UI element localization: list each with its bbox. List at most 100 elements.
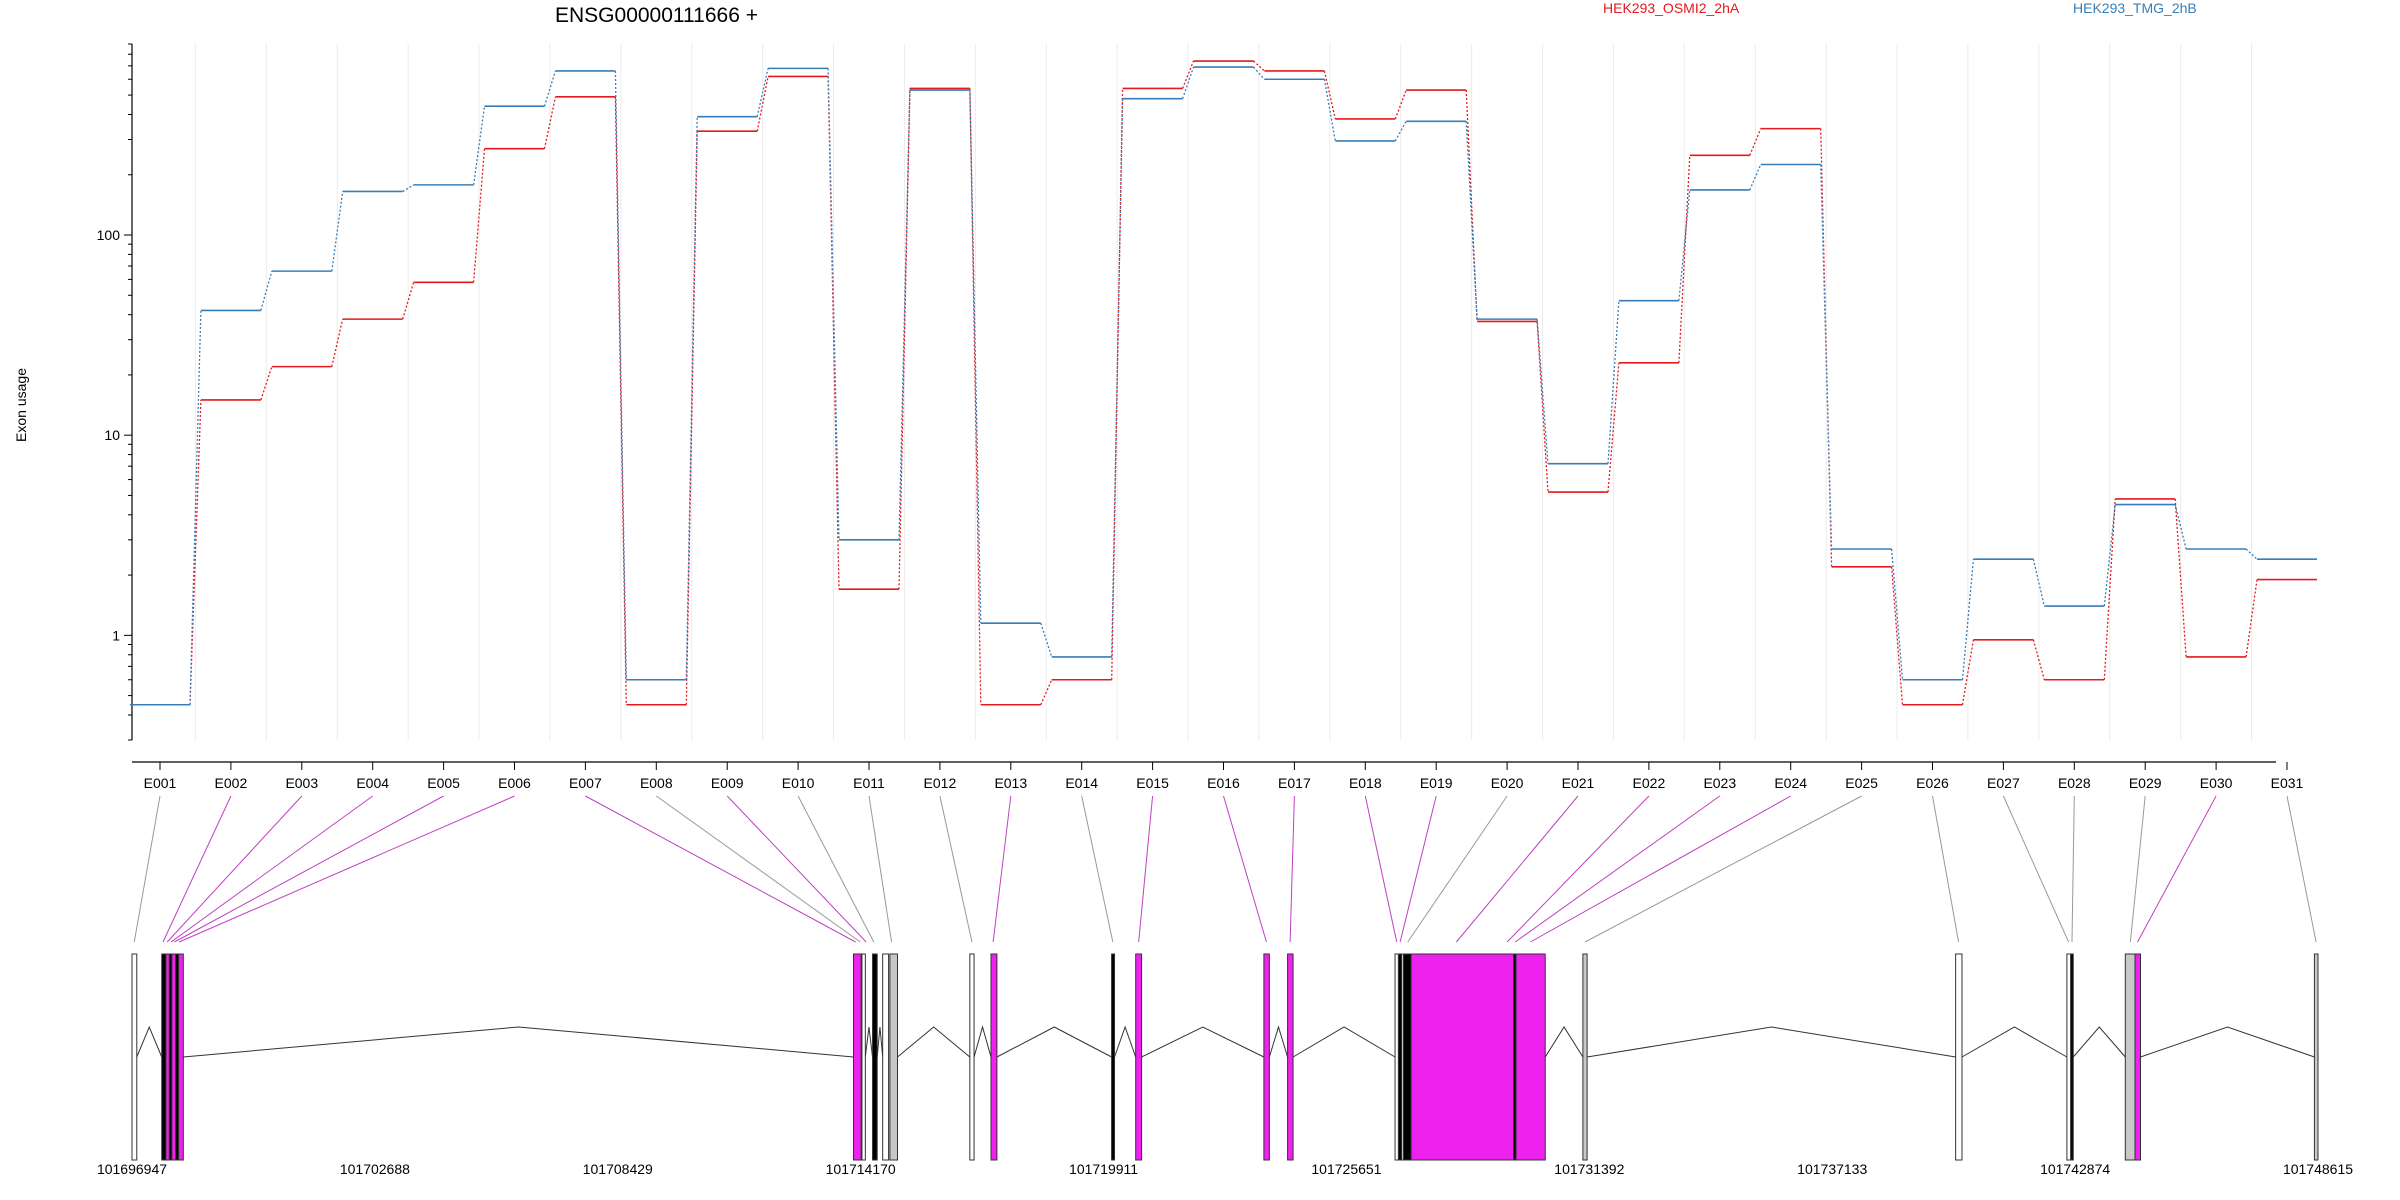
intron-line [1268, 1025, 1289, 1058]
exon-connector [1138, 795, 1154, 943]
exon-connector [1407, 795, 1508, 943]
exon-block [990, 953, 998, 1161]
exon-block [889, 953, 898, 1161]
series-connector [1111, 88, 1124, 680]
intron-line [136, 1025, 163, 1058]
x-tick-label: E005 [427, 775, 460, 791]
x-tick-label: E030 [2200, 775, 2233, 791]
coordinate-label: 101719911 [1069, 1161, 1138, 1177]
series-connector [1749, 128, 1762, 156]
series-connector [1253, 60, 1265, 72]
series-connector [543, 96, 557, 149]
coordinate-label: 101731392 [1554, 1161, 1624, 1177]
exon-connector [797, 795, 875, 943]
exon-connector [939, 795, 973, 943]
exon-block [131, 953, 138, 1161]
exon-connector [992, 795, 1012, 943]
series-connector [331, 318, 344, 367]
x-tick-label: E026 [1916, 775, 1949, 791]
exon-connector [170, 795, 373, 943]
series-connector [1111, 98, 1124, 657]
series-connector [2032, 639, 2045, 680]
series-connector [614, 70, 627, 680]
series-connector [685, 116, 698, 680]
series-connector [189, 399, 202, 705]
series-connector [1961, 559, 1975, 680]
series-connector [2245, 579, 2258, 658]
y-axis-label: Exon usage [13, 368, 29, 442]
intron-line [1141, 1026, 1265, 1058]
x-tick-label: E011 [853, 775, 885, 791]
exon-connector [2137, 795, 2217, 943]
coordinate-label: 101737133 [1797, 1161, 1867, 1177]
intron-line [864, 1026, 874, 1058]
x-tick-label: E022 [1633, 775, 1666, 791]
intron-line [897, 1026, 971, 1058]
series-connector [827, 68, 840, 540]
intron-line [2140, 1026, 2315, 1058]
series-connector [1536, 319, 1549, 464]
coordinate-label: 101708429 [583, 1161, 653, 1177]
exon-connector [585, 795, 856, 943]
exon-block [1582, 953, 1588, 1161]
x-tick-label: E015 [1136, 775, 1169, 791]
exon-connector [133, 795, 161, 943]
exon-block [2070, 953, 2074, 1161]
exon-block [882, 953, 890, 1161]
exon-connector [1399, 795, 1437, 943]
x-tick-label: E012 [924, 775, 957, 791]
x-tick-label: E017 [1278, 775, 1311, 791]
exon-connector [166, 795, 303, 943]
y-tick-label: 10 [104, 427, 120, 443]
series-connector [1040, 679, 1053, 706]
exon-connector [1223, 795, 1267, 943]
y-tick-label: 1 [112, 627, 120, 643]
exon-connector [174, 795, 444, 943]
x-tick-label: E016 [1207, 775, 1240, 791]
exon-connector [2071, 795, 2075, 943]
x-tick-label: E009 [711, 775, 744, 791]
intron-line [1292, 1026, 1396, 1058]
coordinate-label: 101702688 [340, 1161, 410, 1177]
series-connector [1253, 66, 1265, 80]
series-connector [1749, 164, 1762, 191]
legend-series-2: HEK293_TMG_2hB [2073, 0, 2197, 16]
exon-block [1263, 953, 1270, 1161]
exon-block [1394, 953, 1399, 1161]
x-tick-label: E018 [1349, 775, 1382, 791]
exon-block [852, 953, 862, 1161]
series-connector [2245, 548, 2258, 560]
x-tick-label: E023 [1703, 775, 1736, 791]
y-tick-label: 100 [97, 227, 121, 243]
coordinate-label: 101696947 [97, 1161, 167, 1177]
series-connector [331, 191, 344, 272]
axes: 1 10 100 [97, 43, 2276, 763]
series-connector [1323, 70, 1336, 120]
series-connector [2032, 559, 2045, 607]
exon-connector [1584, 795, 1862, 943]
exon-block [1397, 953, 1403, 1161]
gene-model [131, 953, 2319, 1161]
intron-line [1114, 1025, 1137, 1058]
series-connector [1890, 566, 1904, 705]
series-connector [1181, 66, 1195, 99]
series-connector [1820, 164, 1833, 550]
exon-connector [1289, 795, 1295, 943]
series-connector [1678, 155, 1691, 363]
exon-connector [1081, 795, 1114, 943]
series-connector [1323, 79, 1336, 142]
x-tick-label: E007 [569, 775, 602, 791]
series-connector [1181, 60, 1195, 89]
x-tick-label: E027 [1987, 775, 2020, 791]
series-connector [1465, 121, 1478, 320]
series-connector [1394, 89, 1407, 120]
x-tick-label: E029 [2129, 775, 2162, 791]
x-tick-label: E008 [640, 775, 673, 791]
intron-line [996, 1026, 1112, 1058]
exon-connector [2286, 795, 2317, 943]
exon-connector [178, 795, 515, 943]
series-connector [969, 88, 982, 705]
exon-block [2066, 953, 2072, 1161]
chart-title: ENSG00000111666 + [555, 4, 758, 27]
